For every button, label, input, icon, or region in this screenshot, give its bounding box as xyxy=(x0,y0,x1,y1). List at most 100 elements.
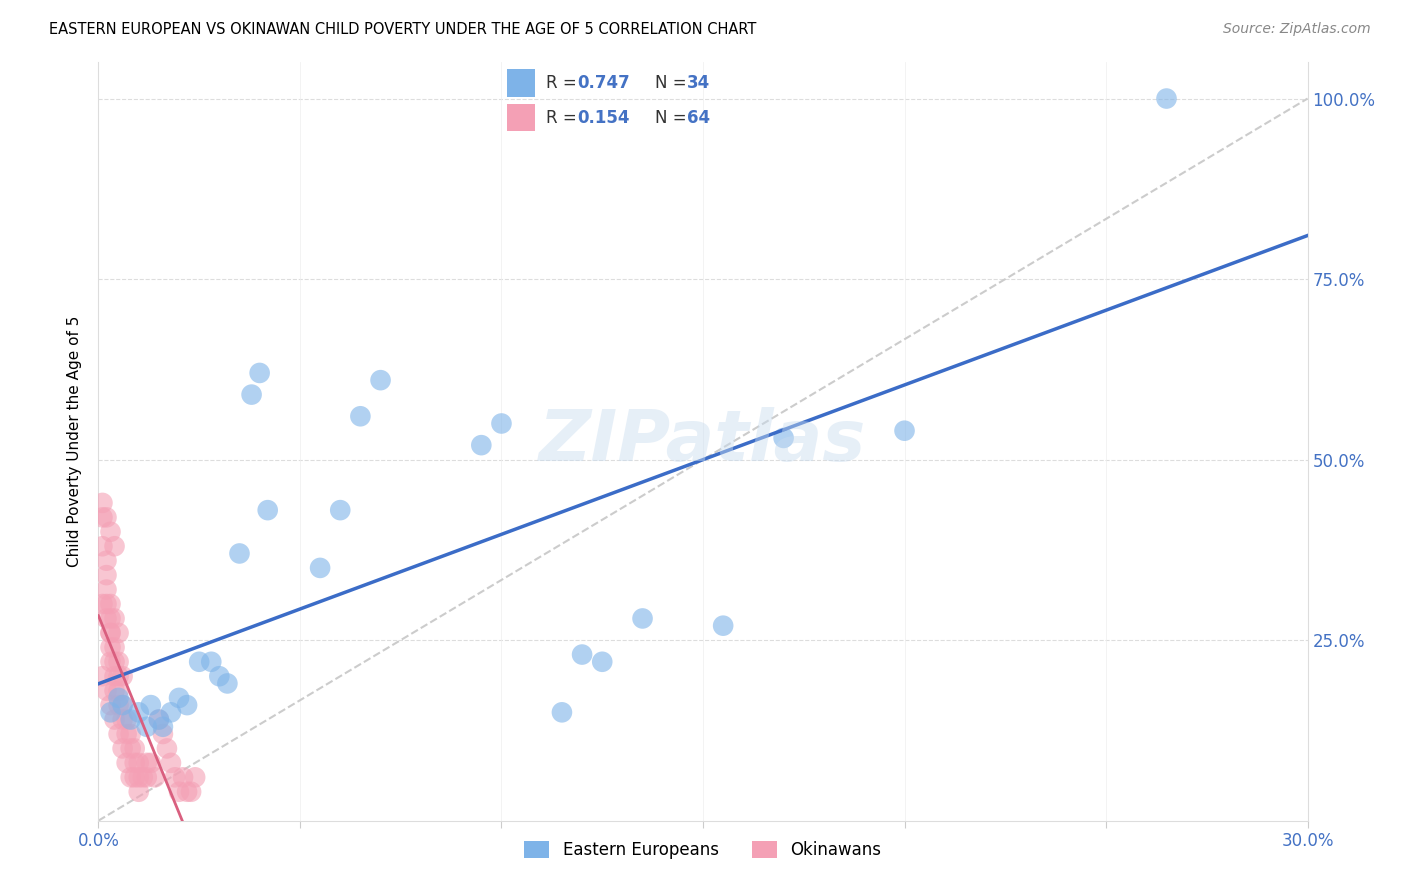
Point xyxy=(124,741,146,756)
Point xyxy=(100,706,122,720)
Point xyxy=(1156,91,1178,105)
Point xyxy=(111,669,134,683)
Point xyxy=(91,539,114,553)
Point xyxy=(100,597,122,611)
Point xyxy=(107,669,129,683)
Point xyxy=(91,597,114,611)
Point xyxy=(103,611,125,625)
Point xyxy=(111,713,134,727)
Point xyxy=(96,568,118,582)
Point xyxy=(160,706,183,720)
Point xyxy=(491,417,513,431)
Point xyxy=(135,720,157,734)
Point xyxy=(128,770,150,784)
Point xyxy=(591,655,613,669)
Point xyxy=(167,785,190,799)
Point xyxy=(200,655,222,669)
Point xyxy=(184,770,207,784)
Point xyxy=(176,785,198,799)
Point xyxy=(156,741,179,756)
Point xyxy=(128,785,150,799)
Point xyxy=(893,424,915,438)
Point xyxy=(217,676,239,690)
Point xyxy=(240,387,263,401)
Text: EASTERN EUROPEAN VS OKINAWAN CHILD POVERTY UNDER THE AGE OF 5 CORRELATION CHART: EASTERN EUROPEAN VS OKINAWAN CHILD POVER… xyxy=(49,22,756,37)
Point xyxy=(249,366,271,380)
Point xyxy=(176,698,198,712)
Point xyxy=(107,727,129,741)
Point xyxy=(128,756,150,770)
Text: 34: 34 xyxy=(688,74,710,92)
Point xyxy=(115,756,138,770)
Point xyxy=(96,597,118,611)
Text: R =: R = xyxy=(546,74,582,92)
Point xyxy=(208,669,231,683)
Point xyxy=(163,770,186,784)
Text: ZIPatlas: ZIPatlas xyxy=(540,407,866,476)
Point xyxy=(96,510,118,524)
Point xyxy=(139,756,162,770)
Point xyxy=(96,554,118,568)
Y-axis label: Child Poverty Under the Age of 5: Child Poverty Under the Age of 5 xyxy=(67,316,83,567)
Point xyxy=(128,706,150,720)
Point xyxy=(107,655,129,669)
Point xyxy=(329,503,352,517)
Text: N =: N = xyxy=(655,109,692,127)
Point xyxy=(120,727,142,741)
Point xyxy=(107,683,129,698)
Point xyxy=(152,727,174,741)
Point xyxy=(148,713,170,727)
Point xyxy=(120,741,142,756)
Point xyxy=(111,698,134,712)
Point xyxy=(132,770,155,784)
Point xyxy=(571,648,593,662)
Text: R =: R = xyxy=(546,109,582,127)
Point xyxy=(96,683,118,698)
Point xyxy=(135,756,157,770)
Point xyxy=(139,698,162,712)
Bar xyxy=(508,70,534,96)
Point xyxy=(100,626,122,640)
Point xyxy=(120,770,142,784)
Point xyxy=(100,524,122,539)
Point xyxy=(103,713,125,727)
Point xyxy=(256,503,278,517)
Point xyxy=(172,770,194,784)
Point xyxy=(124,770,146,784)
Point xyxy=(107,626,129,640)
Point xyxy=(120,713,142,727)
Point xyxy=(228,546,250,560)
Point xyxy=(100,640,122,655)
Point xyxy=(111,698,134,712)
Point xyxy=(103,683,125,698)
Text: 64: 64 xyxy=(688,109,710,127)
Point xyxy=(143,770,166,784)
Point xyxy=(180,785,202,799)
Point xyxy=(96,582,118,597)
Point xyxy=(115,713,138,727)
Point xyxy=(160,756,183,770)
Point xyxy=(111,741,134,756)
Point xyxy=(115,727,138,741)
Point xyxy=(167,690,190,705)
Point xyxy=(551,706,574,720)
Point xyxy=(148,713,170,727)
Point xyxy=(91,496,114,510)
Bar xyxy=(508,104,534,131)
Point xyxy=(100,655,122,669)
Point xyxy=(124,756,146,770)
Point xyxy=(100,626,122,640)
Point xyxy=(309,561,332,575)
Point xyxy=(91,669,114,683)
Legend: Eastern Europeans, Okinawans: Eastern Europeans, Okinawans xyxy=(517,834,889,865)
Point xyxy=(772,431,794,445)
Text: N =: N = xyxy=(655,74,692,92)
Point xyxy=(91,510,114,524)
Point xyxy=(96,611,118,625)
Text: 0.747: 0.747 xyxy=(578,74,630,92)
Point xyxy=(188,655,211,669)
Point xyxy=(349,409,371,424)
Point xyxy=(103,640,125,655)
Point xyxy=(107,698,129,712)
Point xyxy=(135,770,157,784)
